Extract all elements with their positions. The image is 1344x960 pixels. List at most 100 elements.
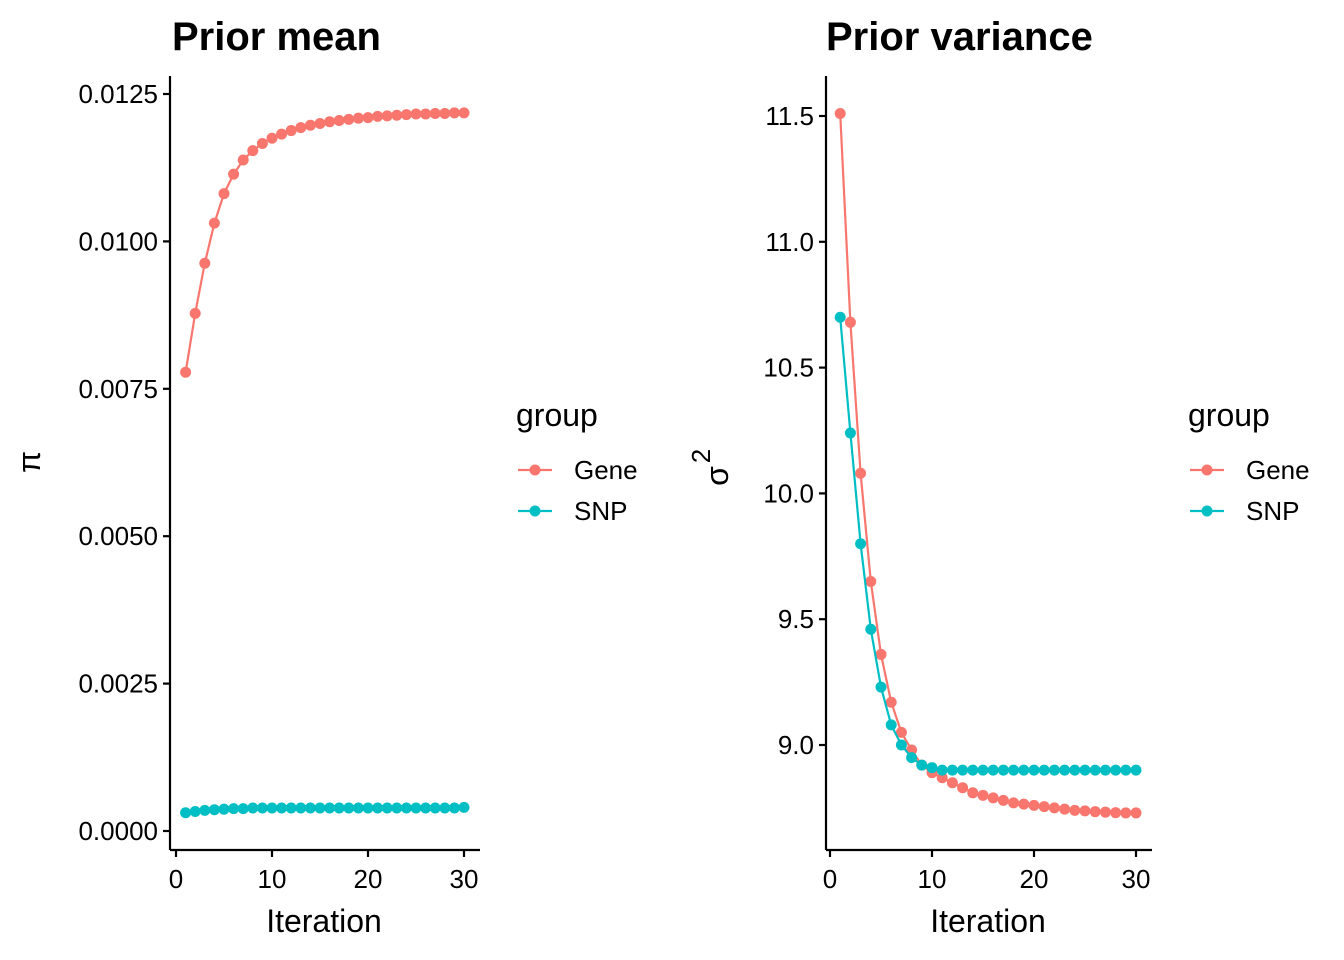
- chart-title-prior-mean: Prior mean: [172, 15, 381, 59]
- chart-title-prior-variance: Prior variance: [826, 15, 1093, 59]
- x-tick-label: 30: [450, 864, 479, 894]
- data-point-snp: [218, 803, 230, 815]
- data-point-snp: [276, 802, 288, 814]
- data-point-snp: [875, 681, 887, 693]
- legend-label-gene: Gene: [1246, 455, 1310, 485]
- data-point-snp: [885, 719, 897, 731]
- data-point-gene: [936, 772, 948, 784]
- data-point-gene: [247, 145, 259, 157]
- data-point-gene: [189, 307, 201, 319]
- data-point-gene: [199, 257, 211, 269]
- data-point-snp: [333, 802, 345, 814]
- data-point-snp: [1110, 764, 1122, 776]
- data-point-gene: [295, 122, 307, 134]
- x-axis-ticks: 0 10 20 30: [823, 850, 1150, 894]
- data-point-snp: [834, 311, 846, 323]
- legend-key-snp-point: [529, 505, 541, 517]
- data-point-snp: [1130, 764, 1142, 776]
- data-point-gene: [314, 117, 326, 129]
- data-point-snp: [448, 802, 460, 814]
- y-tick-label: 0.0000: [78, 816, 158, 846]
- series-line-gene: [839, 113, 1136, 815]
- legend: group Gene SNP: [1188, 397, 1310, 526]
- y-tick-label: 0.0100: [78, 226, 158, 256]
- legend-key-snp-point: [1201, 505, 1213, 517]
- data-point-snp: [199, 804, 211, 816]
- data-point-gene: [977, 789, 989, 801]
- data-point-snp: [410, 802, 422, 814]
- y-axis-label-superscript: 2: [686, 449, 716, 463]
- data-point-gene: [875, 648, 887, 660]
- x-tick-label: 10: [918, 864, 947, 894]
- data-point-snp: [895, 739, 907, 751]
- data-point-snp: [1099, 764, 1111, 776]
- data-point-gene: [844, 316, 856, 328]
- data-point-gene: [1008, 797, 1020, 809]
- data-point-gene: [266, 132, 278, 144]
- data-point-gene: [1028, 799, 1040, 811]
- data-point-gene: [885, 696, 897, 708]
- y-axis-label: π: [11, 451, 47, 473]
- data-point-gene: [1120, 807, 1132, 819]
- data-point-snp: [372, 802, 384, 814]
- data-point-snp: [1028, 764, 1040, 776]
- data-point-snp: [237, 803, 249, 815]
- data-point-snp: [256, 802, 268, 814]
- y-tick-label: 0.0125: [78, 79, 158, 109]
- data-point-snp: [844, 427, 856, 439]
- data-point-snp: [967, 764, 979, 776]
- y-axis-label: σ 2: [686, 449, 735, 486]
- legend-key-gene-point: [529, 464, 541, 476]
- data-point-gene: [834, 107, 846, 119]
- y-tick-label: 0.0075: [78, 374, 158, 404]
- x-tick-label: 0: [823, 864, 837, 894]
- legend: group Gene SNP: [516, 397, 638, 526]
- data-point-snp: [957, 764, 969, 776]
- y-tick-label: 0.0050: [78, 521, 158, 551]
- data-point-gene: [218, 188, 230, 200]
- data-point-gene: [1069, 804, 1081, 816]
- data-point-gene: [208, 217, 220, 229]
- x-axis-ticks: 0 10 20 30: [169, 850, 479, 894]
- legend-label-gene: Gene: [574, 455, 638, 485]
- data-point-gene: [391, 109, 403, 121]
- data-point-snp: [400, 802, 412, 814]
- data-point-gene: [1130, 807, 1142, 819]
- panel-prior-variance: Prior variance 9.0 9.5 10.0 10.5 11.0 11.5 0 1…: [686, 15, 1310, 939]
- data-point-gene: [1059, 803, 1071, 815]
- series-line-gene: [184, 111, 464, 373]
- legend-title: group: [516, 397, 598, 433]
- plot-series: [834, 107, 1142, 819]
- data-point-snp: [1120, 764, 1132, 776]
- data-point-gene: [400, 109, 412, 121]
- data-point-gene: [1018, 798, 1030, 810]
- x-tick-label: 10: [258, 864, 287, 894]
- y-tick-label: 10.0: [763, 478, 814, 508]
- data-point-snp: [1018, 764, 1030, 776]
- data-point-gene: [256, 138, 268, 150]
- data-point-gene: [180, 366, 192, 378]
- data-point-gene: [276, 128, 288, 140]
- data-point-gene: [1110, 807, 1122, 819]
- y-tick-label: 9.0: [778, 730, 814, 760]
- data-point-snp: [285, 802, 297, 814]
- x-tick-label: 20: [354, 864, 383, 894]
- data-point-gene: [333, 115, 345, 127]
- x-tick-label: 20: [1020, 864, 1049, 894]
- data-point-gene: [1099, 806, 1111, 818]
- data-point-gene: [967, 787, 979, 799]
- data-point-gene: [1079, 805, 1091, 817]
- y-axis-label-sigma: σ: [699, 466, 735, 486]
- data-point-gene: [1038, 801, 1050, 813]
- data-point-snp: [247, 802, 259, 814]
- data-point-snp: [1038, 764, 1050, 776]
- data-point-snp: [458, 801, 470, 813]
- x-axis-label: Iteration: [266, 903, 382, 939]
- data-point-gene: [362, 112, 374, 124]
- legend-label-snp: SNP: [1246, 496, 1299, 526]
- data-point-snp: [855, 538, 867, 550]
- data-point-snp: [180, 807, 192, 819]
- data-point-gene: [429, 107, 441, 119]
- data-point-gene: [855, 467, 867, 479]
